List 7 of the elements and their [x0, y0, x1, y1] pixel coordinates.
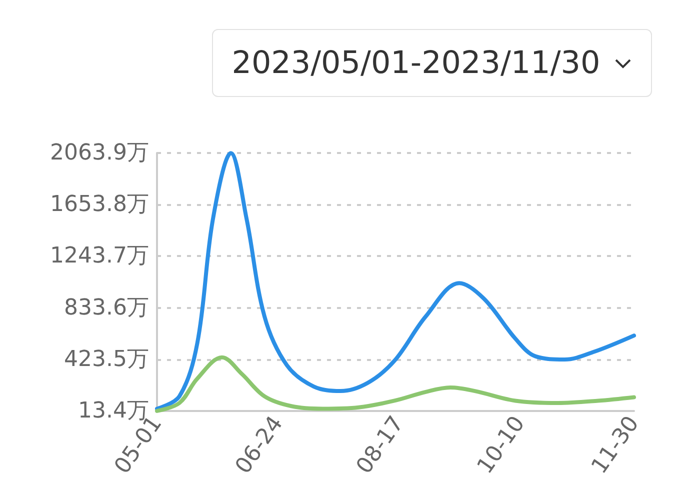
y-tick-label: 423.5万: [64, 346, 149, 372]
y-tick-label: 2063.9万: [50, 140, 149, 166]
text: 2023/05/01-2023/11/30: [232, 45, 600, 81]
line-series: [155, 151, 636, 411]
y-tick-label: 1653.8万: [50, 192, 149, 218]
y-tick-label: 833.6万: [64, 295, 149, 320]
y-tick-label: 1243.7万: [50, 244, 149, 269]
